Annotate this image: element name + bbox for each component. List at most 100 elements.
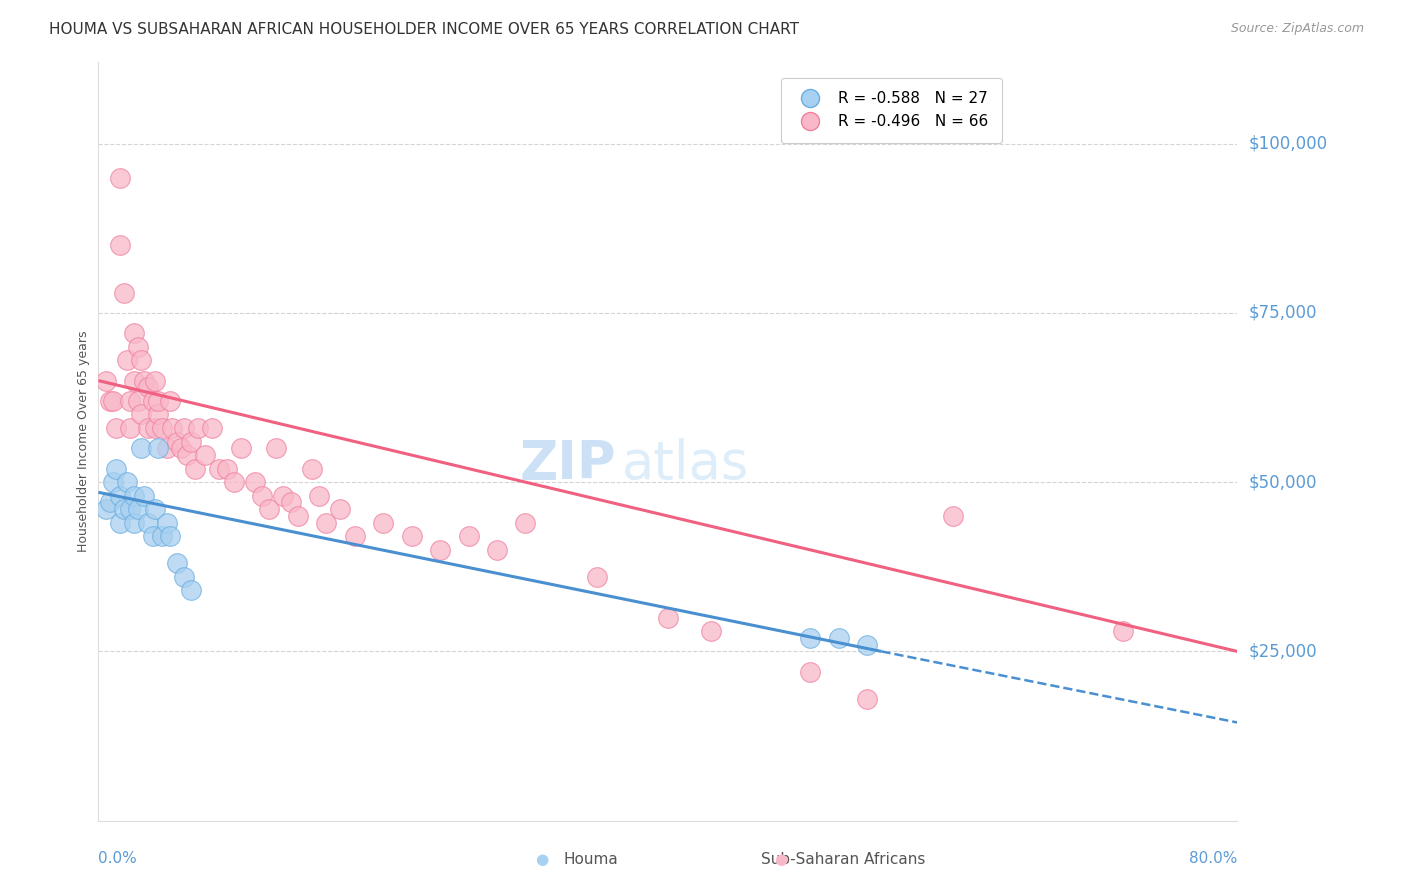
Point	[373, 516, 395, 530]
Point	[173, 570, 195, 584]
Point	[118, 421, 141, 435]
Point	[122, 326, 145, 341]
Point	[145, 421, 167, 435]
Point	[343, 529, 366, 543]
Text: $100,000: $100,000	[1249, 135, 1327, 153]
Point	[308, 489, 330, 503]
Point	[486, 542, 509, 557]
Point	[132, 489, 155, 503]
Point	[243, 475, 266, 490]
Text: 0.0%: 0.0%	[98, 851, 138, 866]
Point	[166, 434, 188, 449]
Point	[122, 489, 145, 503]
Point	[129, 353, 152, 368]
Point	[148, 393, 170, 408]
Point	[94, 374, 117, 388]
Point	[1112, 624, 1135, 639]
Point	[141, 393, 163, 408]
Point	[287, 508, 309, 523]
Point	[98, 495, 121, 509]
Text: ●: ●	[773, 852, 787, 867]
Point	[301, 461, 323, 475]
Text: atlas: atlas	[623, 438, 749, 491]
Text: $75,000: $75,000	[1249, 304, 1317, 322]
Point	[176, 448, 198, 462]
Point	[108, 238, 131, 252]
Point	[657, 610, 679, 624]
Point	[159, 529, 181, 543]
Point	[315, 516, 337, 530]
Point	[118, 502, 141, 516]
Point	[250, 489, 273, 503]
Text: ZIP: ZIP	[520, 438, 617, 491]
Text: HOUMA VS SUBSAHARAN AFRICAN HOUSEHOLDER INCOME OVER 65 YEARS CORRELATION CHART: HOUMA VS SUBSAHARAN AFRICAN HOUSEHOLDER …	[49, 22, 799, 37]
Point	[98, 393, 121, 408]
Point	[136, 380, 159, 394]
Point	[166, 557, 188, 571]
Point	[132, 374, 155, 388]
Point	[170, 442, 193, 456]
Point	[457, 529, 479, 543]
Point	[115, 353, 138, 368]
Point	[129, 442, 152, 456]
Point	[136, 421, 159, 435]
Legend: R = -0.588   N = 27, R = -0.496   N = 66: R = -0.588 N = 27, R = -0.496 N = 66	[782, 78, 1002, 143]
Text: Houma: Houma	[564, 852, 617, 867]
Point	[145, 374, 167, 388]
Point	[122, 374, 145, 388]
Text: 80.0%: 80.0%	[1189, 851, 1237, 866]
Point	[108, 516, 131, 530]
Point	[699, 624, 721, 639]
Point	[108, 170, 131, 185]
Point	[215, 461, 238, 475]
Point	[136, 516, 159, 530]
Point	[101, 393, 124, 408]
Point	[180, 434, 202, 449]
Point	[145, 502, 167, 516]
Point	[141, 529, 163, 543]
Point	[127, 340, 149, 354]
Point	[401, 529, 423, 543]
Point	[148, 408, 170, 422]
Point	[122, 516, 145, 530]
Point	[799, 665, 821, 679]
Point	[156, 442, 179, 456]
Point	[162, 421, 184, 435]
Point	[194, 448, 217, 462]
Point	[222, 475, 245, 490]
Point	[112, 285, 135, 300]
Point	[152, 421, 174, 435]
Point	[856, 638, 879, 652]
Text: $50,000: $50,000	[1249, 473, 1317, 491]
Point	[799, 631, 821, 645]
Text: Sub-Saharan Africans: Sub-Saharan Africans	[762, 852, 925, 867]
Text: $25,000: $25,000	[1249, 642, 1317, 660]
Point	[585, 570, 607, 584]
Point	[115, 475, 138, 490]
Point	[127, 393, 149, 408]
Point	[828, 631, 851, 645]
Point	[266, 442, 288, 456]
Point	[429, 542, 451, 557]
Point	[101, 475, 124, 490]
Y-axis label: Householder Income Over 65 years: Householder Income Over 65 years	[77, 331, 90, 552]
Point	[208, 461, 231, 475]
Point	[187, 421, 209, 435]
Point	[127, 502, 149, 516]
Point	[129, 408, 152, 422]
Point	[173, 421, 195, 435]
Point	[94, 502, 117, 516]
Point	[148, 442, 170, 456]
Point	[118, 393, 141, 408]
Point	[156, 516, 179, 530]
Point	[942, 508, 965, 523]
Point	[515, 516, 537, 530]
Text: ●: ●	[534, 852, 548, 867]
Point	[329, 502, 352, 516]
Point	[180, 583, 202, 598]
Point	[259, 502, 281, 516]
Point	[229, 442, 252, 456]
Point	[273, 489, 295, 503]
Point	[856, 691, 879, 706]
Text: Source: ZipAtlas.com: Source: ZipAtlas.com	[1230, 22, 1364, 36]
